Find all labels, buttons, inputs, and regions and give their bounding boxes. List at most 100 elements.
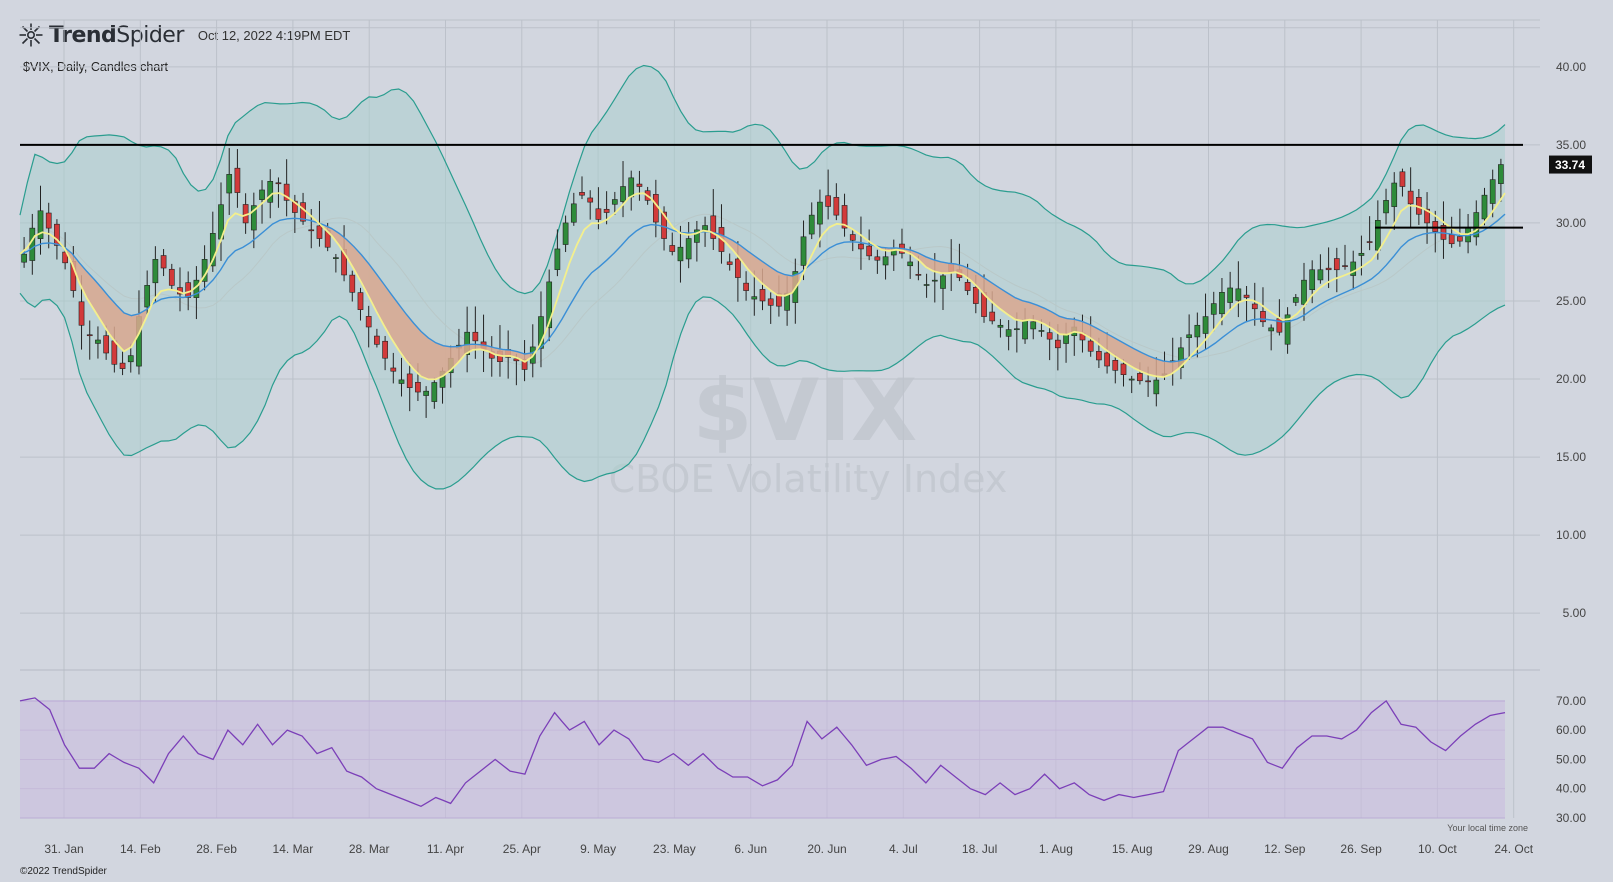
candle[interactable]	[144, 270, 151, 316]
candle[interactable]	[1112, 354, 1119, 384]
candle[interactable]	[611, 191, 618, 215]
candle[interactable]	[1243, 285, 1250, 322]
candle[interactable]	[1374, 200, 1381, 260]
candle[interactable]	[767, 292, 774, 324]
candle[interactable]	[292, 194, 298, 233]
candle[interactable]	[1399, 168, 1406, 197]
candle[interactable]	[1424, 192, 1430, 244]
candle[interactable]	[677, 225, 684, 283]
candle[interactable]	[259, 180, 265, 224]
candle[interactable]	[390, 352, 397, 384]
candle[interactable]	[423, 386, 429, 418]
candle[interactable]	[636, 170, 643, 201]
candle[interactable]	[997, 319, 1004, 338]
candle[interactable]	[570, 192, 577, 226]
candle[interactable]	[882, 247, 889, 280]
candle[interactable]	[406, 362, 413, 412]
candle[interactable]	[1333, 247, 1340, 293]
candle[interactable]	[1292, 294, 1299, 307]
candle[interactable]	[1350, 250, 1357, 290]
candle[interactable]	[382, 335, 388, 371]
candle[interactable]	[37, 185, 44, 255]
candle[interactable]	[743, 271, 749, 301]
candle[interactable]	[1342, 244, 1348, 270]
candle[interactable]	[694, 220, 700, 262]
candle[interactable]	[1498, 158, 1504, 202]
time-axis[interactable]: 31. Jan 14. Feb 28. Feb 14. Mar 28. Mar 11. A…	[44, 842, 1533, 856]
candle[interactable]	[234, 149, 241, 208]
candle[interactable]	[923, 273, 930, 298]
candle[interactable]	[1268, 324, 1275, 351]
candle[interactable]	[103, 325, 109, 360]
candle-body	[1022, 319, 1028, 340]
candle[interactable]	[365, 305, 372, 348]
candle[interactable]	[398, 357, 405, 397]
candle[interactable]	[751, 270, 758, 316]
candle[interactable]	[1284, 307, 1291, 354]
candle[interactable]	[1432, 210, 1439, 253]
rsi-panel[interactable]: 70.00 60.00 50.00 40.00 30.00	[19, 694, 1586, 825]
trendspider-logo[interactable]: Trend Spider	[18, 22, 184, 48]
candle[interactable]	[1391, 172, 1398, 230]
candle[interactable]	[1128, 375, 1135, 394]
candle[interactable]	[1210, 291, 1217, 332]
candle[interactable]	[546, 269, 553, 342]
candle[interactable]	[620, 161, 626, 218]
candle[interactable]	[1219, 278, 1225, 326]
candle[interactable]	[464, 306, 470, 373]
candle[interactable]	[152, 246, 159, 303]
candle[interactable]	[1301, 262, 1307, 321]
candle[interactable]	[726, 253, 733, 271]
candle[interactable]	[1317, 254, 1324, 284]
candle[interactable]	[1358, 235, 1365, 276]
candle[interactable]	[168, 263, 175, 290]
candle[interactable]	[562, 215, 569, 253]
candle[interactable]	[1473, 200, 1480, 246]
candle[interactable]	[357, 287, 364, 321]
candle[interactable]	[833, 183, 840, 221]
candle[interactable]	[554, 229, 561, 277]
candle[interactable]	[267, 169, 274, 219]
candle[interactable]	[349, 270, 356, 302]
candle[interactable]	[538, 291, 544, 368]
candle[interactable]	[513, 353, 520, 386]
candle[interactable]	[587, 190, 594, 220]
candle[interactable]	[669, 232, 676, 256]
candle[interactable]	[333, 253, 339, 273]
candle[interactable]	[595, 187, 602, 230]
candle[interactable]	[685, 222, 692, 269]
candle[interactable]	[1366, 216, 1373, 251]
candle[interactable]	[808, 202, 815, 240]
candle[interactable]	[226, 148, 233, 215]
candle[interactable]	[1489, 169, 1496, 218]
candle[interactable]	[1407, 167, 1414, 229]
candle[interactable]	[1235, 261, 1242, 318]
candle[interactable]	[283, 159, 290, 217]
horizontal-levels[interactable]	[20, 143, 1523, 229]
candle[interactable]	[127, 343, 134, 373]
candle[interactable]	[1481, 187, 1488, 226]
candle[interactable]	[45, 202, 52, 249]
candle[interactable]	[1227, 271, 1233, 311]
candle[interactable]	[579, 176, 585, 200]
candle[interactable]	[374, 328, 380, 348]
candle[interactable]	[160, 249, 167, 277]
candle[interactable]	[1383, 188, 1389, 225]
candle[interactable]	[940, 272, 946, 310]
candle[interactable]	[431, 377, 438, 409]
candle[interactable]	[1186, 314, 1192, 360]
candle[interactable]	[710, 189, 717, 251]
candle[interactable]	[841, 193, 848, 237]
candle[interactable]	[1005, 320, 1012, 351]
candle[interactable]	[86, 320, 93, 360]
candle[interactable]	[95, 326, 101, 359]
price-axis[interactable]: 40.00 35.00 30.00 25.00 20.00 15.00 10.00 5.00	[1556, 60, 1586, 620]
candle[interactable]	[825, 169, 831, 220]
candle[interactable]	[849, 230, 856, 252]
candle-body	[1473, 212, 1480, 238]
candle[interactable]	[119, 351, 126, 376]
candle[interactable]	[1251, 282, 1258, 326]
candle[interactable]	[874, 249, 881, 274]
candle[interactable]	[1120, 359, 1127, 387]
